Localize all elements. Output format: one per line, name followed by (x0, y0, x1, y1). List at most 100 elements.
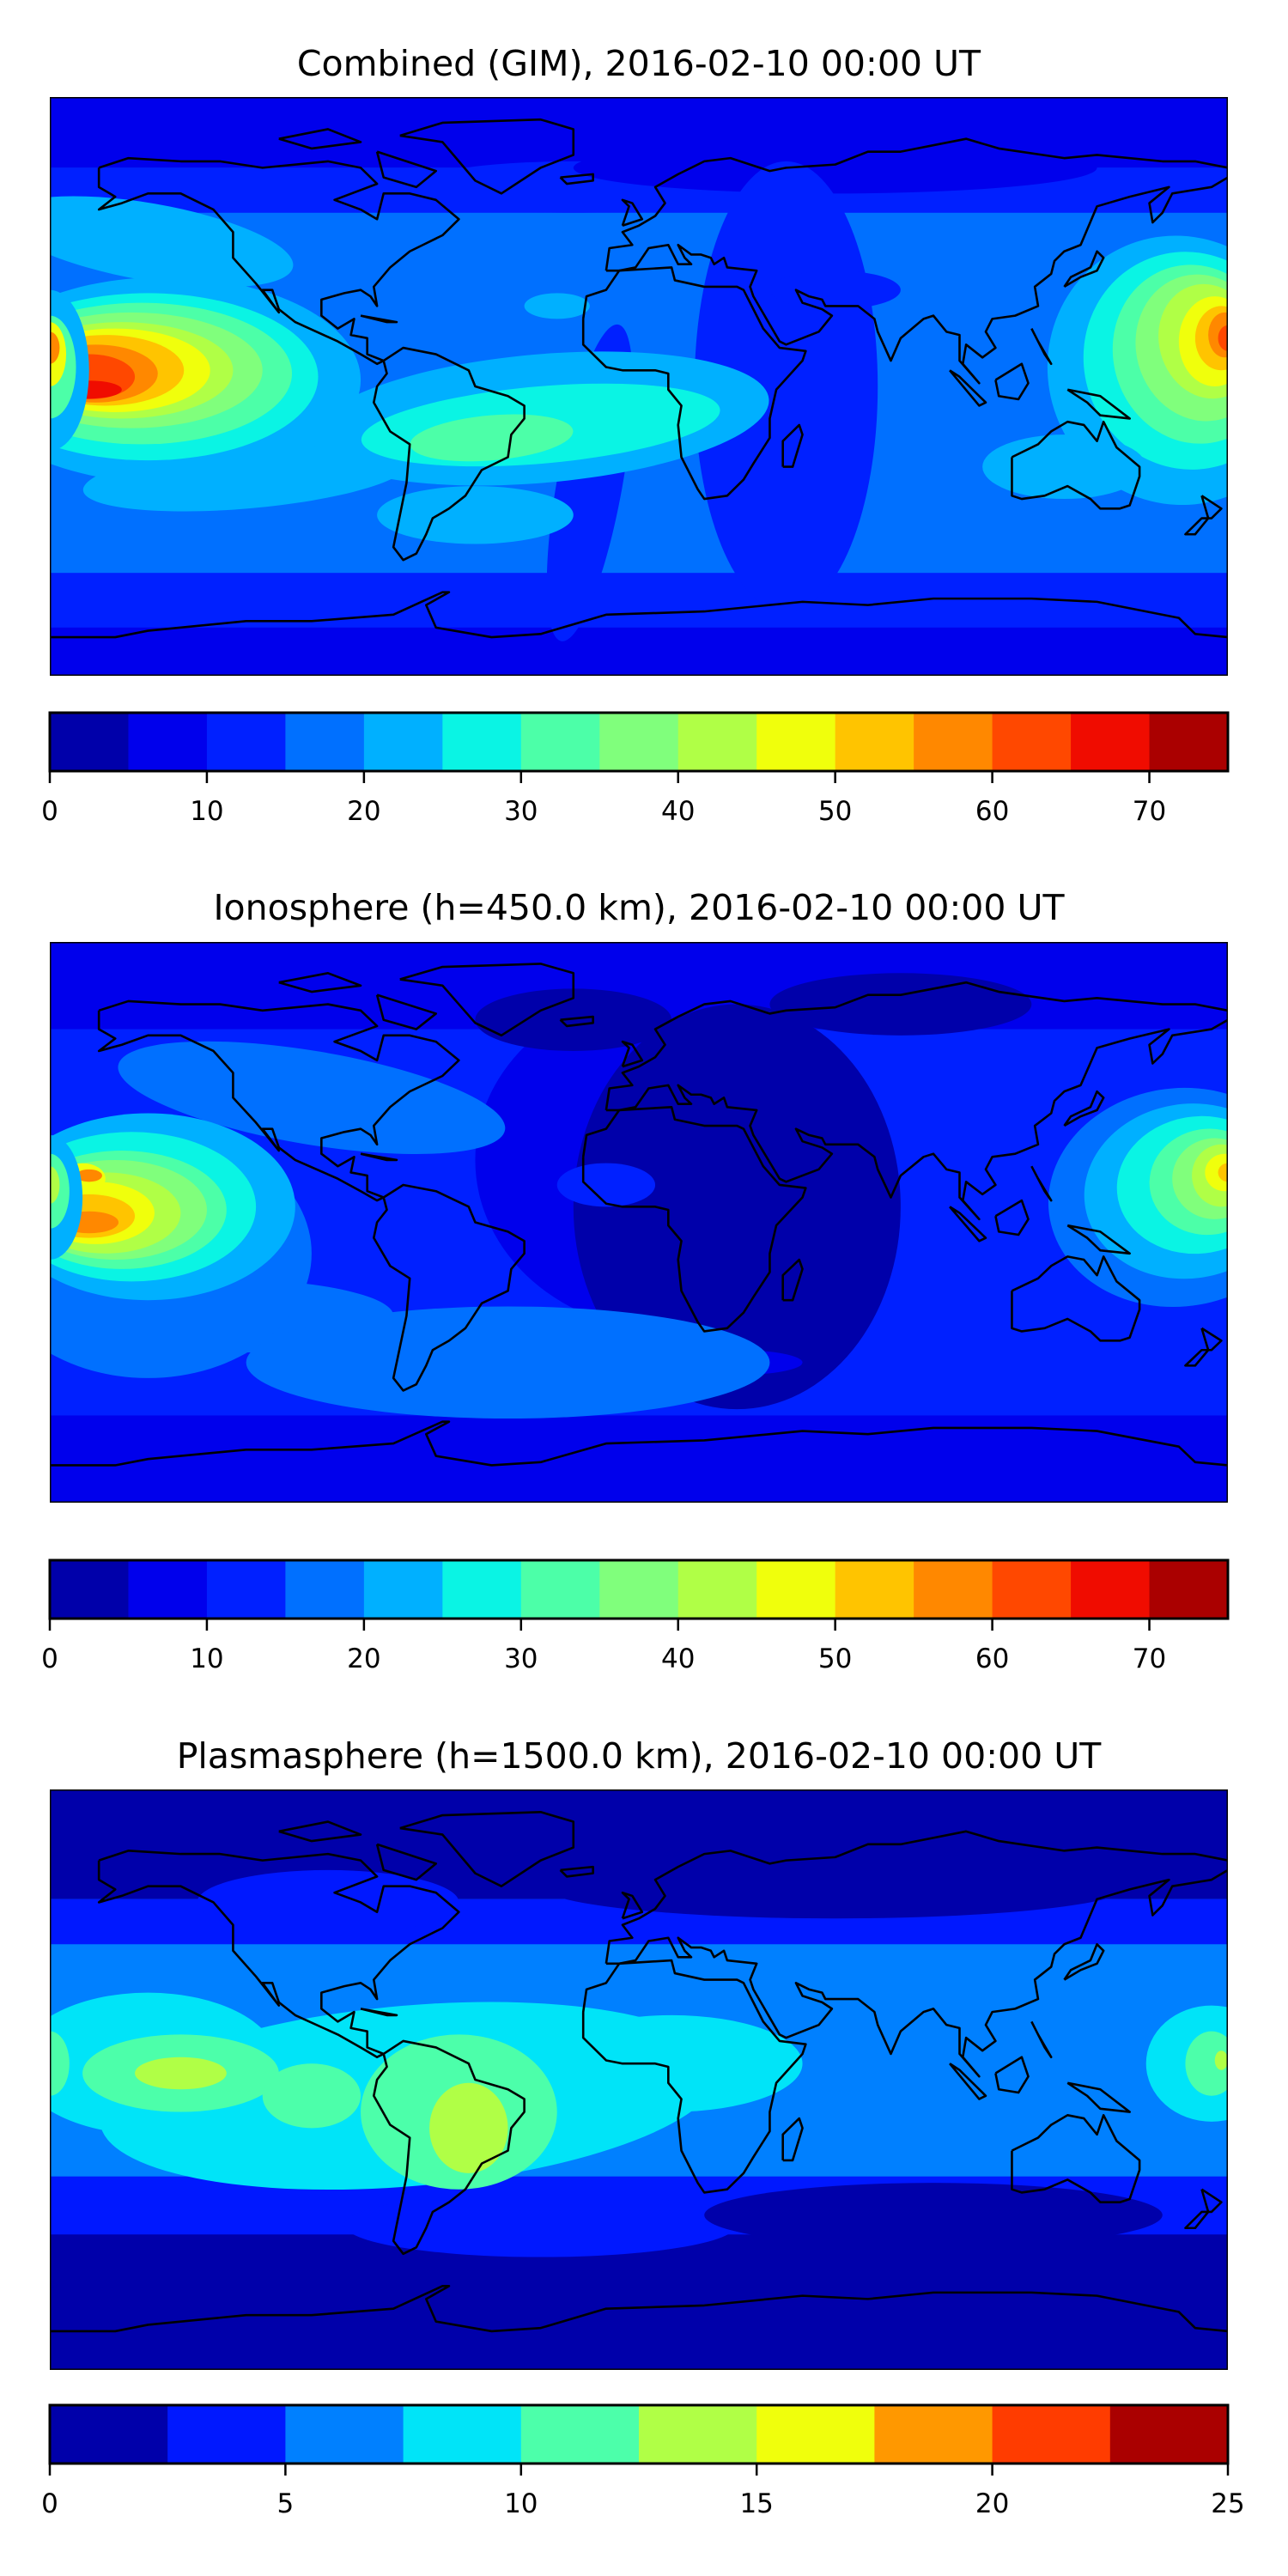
colorbar-tick-label: 70 (1132, 796, 1167, 827)
contour-region (262, 2063, 361, 2129)
contour-region (377, 486, 574, 544)
colorbar-segment (1149, 1560, 1229, 1619)
colorbar-tick-label: 20 (975, 2488, 1010, 2519)
colorbar-tick-label: 20 (347, 796, 381, 827)
colorbar-tick-label: 50 (817, 1643, 853, 1674)
colorbar-ionosphere-svg (48, 1558, 1230, 1631)
coastline (950, 2063, 986, 2099)
contour-region (704, 2183, 1163, 2248)
coastline (400, 119, 574, 193)
colorbar-segment (520, 2405, 640, 2464)
coastline (583, 1960, 805, 2192)
contour-layers (50, 97, 1228, 676)
colorbar-segment (520, 1560, 600, 1619)
colorbar-tick-label: 0 (41, 1643, 58, 1674)
contour-region (556, 1163, 656, 1207)
coastline (279, 1822, 361, 1842)
colorbar-segment (835, 1560, 914, 1619)
coastline (377, 1844, 436, 1880)
contour-region (982, 434, 1146, 500)
colorbar-tick-label: 15 (739, 2488, 774, 2519)
colorbar-ionosphere (48, 1558, 1230, 1631)
coastline (377, 152, 436, 187)
colorbar-segment (756, 2405, 875, 2464)
contour-region (50, 1166, 60, 1204)
contour-region (429, 2082, 508, 2173)
coastline (377, 995, 436, 1030)
coastline (1064, 1091, 1103, 1126)
colorbar-segment (1149, 713, 1229, 771)
colorbar-segment (1109, 2405, 1229, 2464)
colorbar-segment (1071, 1560, 1151, 1619)
colorbar-segment (914, 713, 993, 771)
contour-region (1205, 1153, 1228, 1192)
colorbar-segment (756, 1560, 836, 1619)
colorbar-segment (403, 2405, 522, 2464)
contour-region (76, 1169, 102, 1182)
contour-region (475, 988, 672, 1051)
colorbar-tick-label: 25 (1211, 2488, 1245, 2519)
colorbar-frame (48, 2403, 1230, 2465)
coastline (783, 1260, 803, 1300)
coastline (623, 1042, 642, 1066)
colorbar-segment (285, 2405, 404, 2464)
contour-region (50, 331, 60, 364)
contour-band (50, 2234, 1228, 2370)
coastline (1064, 1944, 1103, 1979)
colorbar-frame (48, 711, 1230, 773)
colorbar-segment (50, 1560, 129, 1619)
coastline (1031, 2021, 1051, 2057)
colorbar-frame (48, 1558, 1230, 1620)
coastline (279, 973, 361, 992)
coastline (623, 1893, 642, 1918)
colorbar-segment (599, 1560, 679, 1619)
colorbar-plasmasphere (48, 2403, 1230, 2476)
coastline (374, 348, 524, 560)
coastline (361, 316, 397, 322)
contour-band (50, 1415, 1228, 1503)
coastline (561, 1867, 593, 1876)
colorbar-segment (677, 1560, 757, 1619)
colorbar-segment (914, 1560, 993, 1619)
coastline (1067, 390, 1129, 419)
coastline (783, 425, 803, 467)
contour-region (1214, 2050, 1228, 2070)
colorbar-combined (48, 711, 1230, 783)
contour-region (118, 1041, 506, 1154)
coastline (1064, 252, 1103, 287)
coastline (361, 2008, 397, 2015)
colorbar-tick-label: 0 (41, 796, 58, 827)
coastline (561, 174, 593, 184)
map-combined (50, 97, 1228, 676)
coastline (400, 963, 574, 1035)
coastline (99, 1850, 459, 2057)
colorbar-tick-label: 10 (190, 1643, 224, 1674)
coastline (99, 1001, 459, 1200)
contour-region (50, 2031, 70, 2096)
colorbar-segment (599, 713, 679, 771)
contour-region (1218, 325, 1228, 351)
colorbar-segment (206, 1560, 286, 1619)
contour-region (540, 1854, 1130, 1919)
coastline (995, 1200, 1028, 1235)
coastline (950, 370, 986, 405)
coastline (1067, 1225, 1129, 1254)
colorbar-tick-label: 0 (41, 2488, 58, 2519)
coastline (583, 1107, 805, 1331)
coastline (583, 267, 805, 499)
contour-region (540, 2014, 803, 2112)
coastline (783, 2118, 803, 2160)
colorbar-segment (992, 713, 1072, 771)
coastline (606, 982, 1228, 1219)
coastline (361, 1154, 397, 1160)
colorbar-segment (128, 1560, 208, 1619)
coastline (561, 1017, 593, 1026)
coastline (50, 2286, 1228, 2331)
coastline (400, 1812, 574, 1886)
coastline (279, 129, 361, 148)
colorbar-tick-label: 30 (504, 1643, 538, 1674)
colorbar-tick-label: 70 (1132, 1643, 1167, 1674)
contour-region (769, 270, 901, 310)
contour-region (246, 1306, 770, 1419)
colorbar-tick-label: 60 (975, 1643, 1010, 1674)
